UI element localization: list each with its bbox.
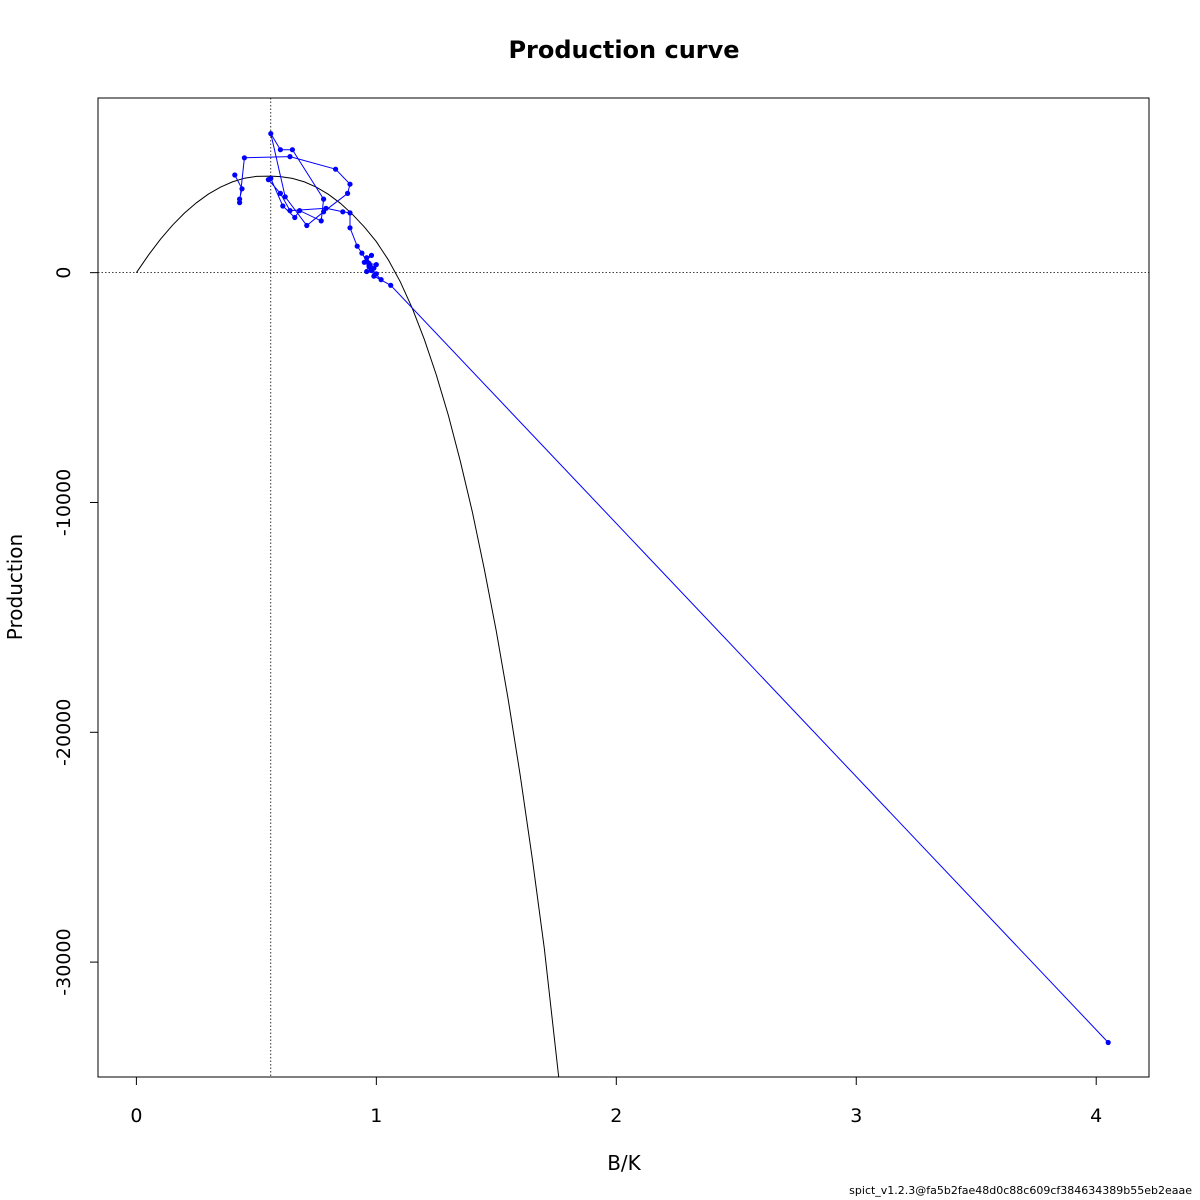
trajectory-point bbox=[265, 177, 271, 183]
trajectory-point bbox=[241, 155, 247, 161]
trajectory-point bbox=[287, 208, 293, 214]
trajectory-point bbox=[361, 259, 367, 265]
y-tick-label: -30000 bbox=[53, 928, 75, 995]
trajectory-point bbox=[347, 225, 353, 231]
trajectory-point bbox=[333, 166, 339, 172]
trajectory-point bbox=[366, 264, 372, 270]
y-axis: 0 -10000 -20000 -30000 bbox=[53, 267, 99, 996]
trajectory-point bbox=[292, 214, 298, 221]
trajectory-point bbox=[268, 131, 274, 137]
trajectory-point bbox=[304, 222, 310, 229]
y-tick-label: -20000 bbox=[53, 699, 75, 766]
x-tick-label: 0 bbox=[130, 1105, 142, 1127]
trajectory-point bbox=[371, 273, 377, 279]
x-axis-label: B/K bbox=[607, 1151, 641, 1175]
trajectory-point bbox=[364, 268, 370, 275]
plot-frame bbox=[97, 97, 1150, 1078]
trajectory-point bbox=[388, 282, 394, 288]
trajectory-point bbox=[237, 200, 243, 206]
trajectory-point bbox=[347, 210, 353, 216]
y-axis-label: Production bbox=[3, 534, 27, 640]
trajectory-point bbox=[280, 203, 286, 209]
trajectory-point bbox=[368, 252, 375, 258]
trajectory-point bbox=[347, 181, 353, 187]
trajectory-point bbox=[373, 262, 379, 268]
theoretical-production-curve bbox=[135, 175, 560, 1078]
trajectory-point bbox=[277, 147, 283, 153]
y-tick-label: -10000 bbox=[53, 469, 75, 536]
trajectory-point bbox=[287, 154, 293, 160]
trajectory-point bbox=[345, 190, 351, 196]
trajectory-point bbox=[297, 208, 303, 214]
trajectory-point bbox=[239, 186, 245, 192]
trajectory-point bbox=[289, 147, 295, 153]
x-tick-label: 4 bbox=[1090, 1105, 1102, 1127]
trajectory-point bbox=[277, 190, 283, 196]
trajectory-point bbox=[318, 218, 324, 224]
trajectory-point bbox=[1105, 1039, 1111, 1046]
x-axis: 0 1 2 3 4 bbox=[130, 1076, 1102, 1127]
y-tick-label: 0 bbox=[53, 267, 75, 279]
trajectory-point bbox=[354, 243, 360, 249]
version-footer: spict_v1.2.3@fa5b2fae48d0c88c609cf384634… bbox=[849, 1184, 1192, 1197]
trajectory-point bbox=[378, 277, 384, 283]
plot-area bbox=[98, 98, 1149, 1078]
chart-title: Production curve bbox=[508, 36, 739, 64]
x-tick-label: 1 bbox=[370, 1105, 382, 1127]
trajectory-point bbox=[340, 209, 346, 215]
trajectory-point bbox=[323, 205, 329, 211]
trajectory-point bbox=[364, 255, 370, 261]
trajectory-point bbox=[282, 194, 288, 200]
trajectory-point bbox=[321, 196, 327, 202]
trajectory-point bbox=[232, 172, 238, 178]
x-tick-label: 3 bbox=[850, 1105, 862, 1127]
x-tick-label: 2 bbox=[610, 1105, 622, 1127]
trajectory-point bbox=[359, 250, 365, 256]
